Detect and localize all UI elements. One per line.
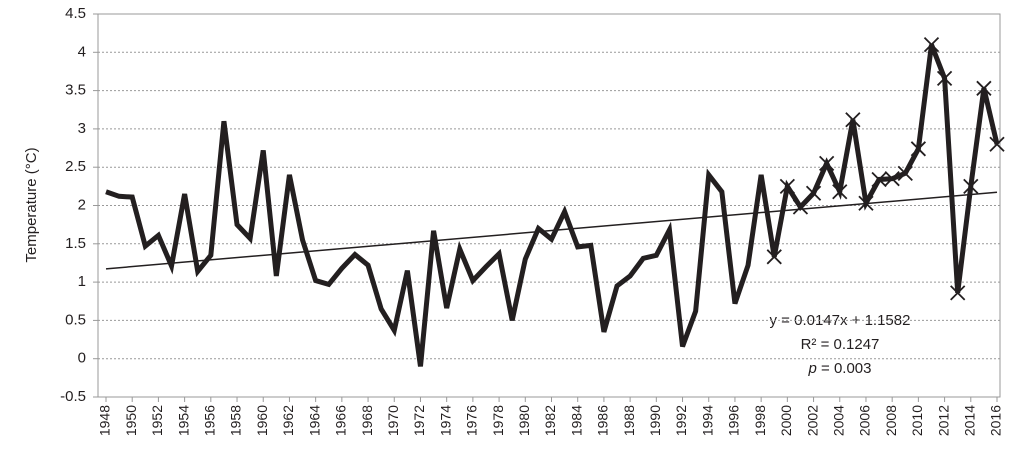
x-tick-label: 2006	[857, 405, 873, 436]
x-tick-label: 1950	[123, 405, 139, 436]
y-tick-label: 1	[78, 273, 86, 290]
data-line	[105, 43, 1000, 367]
y-tick-label: 0	[78, 350, 86, 367]
y-tick-label: 4	[78, 43, 86, 60]
x-tick-label: 2016	[988, 405, 1004, 436]
data-marker	[884, 171, 900, 187]
data-marker	[897, 165, 913, 181]
x-tick-label: 1960	[254, 405, 270, 436]
x-tick-label: 2000	[778, 405, 794, 436]
data-marker	[858, 195, 874, 211]
y-tick-label: 3.5	[65, 82, 86, 99]
x-tick-label: 1978	[490, 405, 506, 436]
x-tick-label: 1998	[752, 405, 768, 436]
y-tick-label: 3	[78, 120, 86, 137]
p-symbol: p	[808, 360, 817, 377]
x-tick-label: 1952	[149, 405, 165, 436]
trend-line	[105, 191, 998, 270]
y-tick-label: 2	[78, 196, 86, 213]
x-tick-label: 1962	[280, 405, 296, 436]
x-tick-label: 1986	[595, 405, 611, 436]
data-marker	[989, 136, 1005, 152]
x-tick-label: 1980	[516, 405, 532, 436]
y-tick-label: 2.5	[65, 158, 86, 175]
x-tick-label: 2014	[961, 405, 977, 436]
data-marker	[923, 37, 940, 53]
data-marker	[819, 155, 835, 172]
x-tick-label: 1982	[542, 405, 558, 436]
trend-p-value: p = 0.003	[808, 360, 872, 377]
x-tick-label: 1996	[726, 405, 742, 436]
data-marker	[963, 178, 979, 194]
y-tick-label: 0.5	[65, 311, 86, 328]
data-marker	[910, 141, 927, 157]
x-tick-label: 1994	[699, 405, 715, 436]
x-tick-label: 1948	[97, 405, 113, 436]
y-axis-label: Temperature (°C)	[23, 147, 40, 262]
x-tick-label: 2012	[935, 405, 951, 436]
y-tick-label: 1.5	[65, 235, 86, 252]
data-marker	[805, 185, 822, 201]
x-tick-label: 2010	[909, 405, 925, 436]
x-tick-label: 1958	[228, 405, 244, 436]
x-tick-label: 1970	[385, 405, 401, 436]
y-tick-label: 4.5	[65, 5, 86, 22]
data-marker	[976, 80, 992, 96]
x-tick-label: 1964	[306, 405, 322, 436]
x-tick-label: 2008	[883, 405, 899, 436]
x-tick-label: 2002	[804, 405, 820, 436]
data-marker	[936, 70, 953, 86]
data-marker	[792, 199, 809, 215]
x-tick-label: 1974	[437, 405, 453, 436]
data-marker	[950, 285, 966, 301]
p-text: = 0.003	[817, 360, 872, 377]
data-marker	[766, 249, 782, 265]
data-marker	[871, 171, 887, 188]
data-marker	[832, 184, 848, 200]
x-tick-label: 1954	[175, 405, 191, 436]
x-tick-label: 1966	[333, 405, 349, 436]
x-tick-label: 2004	[830, 405, 846, 436]
x-tick-label: 1976	[464, 405, 480, 436]
trend-r-squared: R² = 0.1247	[801, 336, 880, 353]
data-marker	[779, 178, 795, 194]
x-tick-label: 1968	[359, 405, 375, 436]
x-tick-label: 1972	[411, 405, 427, 436]
data-marker	[845, 112, 861, 128]
x-tick-label: 1988	[621, 405, 637, 436]
x-tick-label: 1984	[568, 405, 584, 436]
x-tick-label: 1956	[202, 405, 218, 436]
y-tick-label: -0.5	[60, 388, 86, 405]
x-tick-label: 1990	[647, 405, 663, 436]
x-tick-label: 1992	[673, 405, 689, 436]
